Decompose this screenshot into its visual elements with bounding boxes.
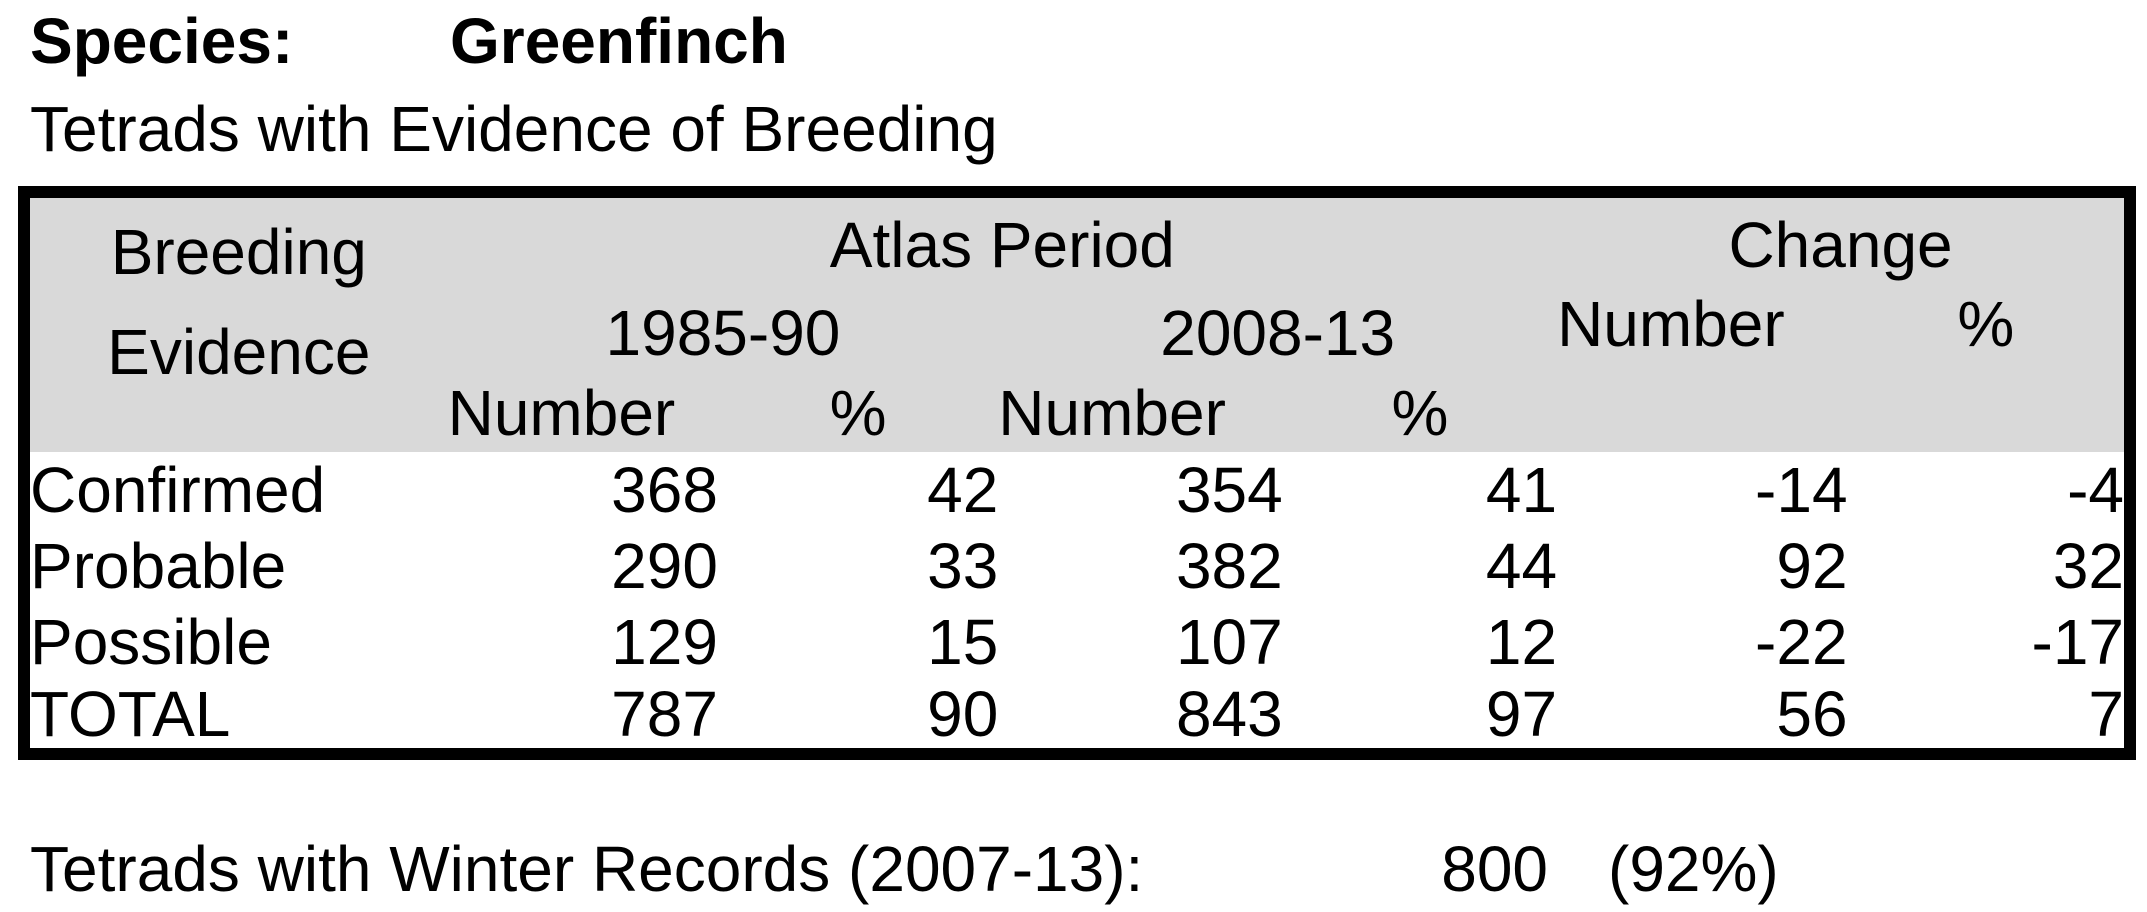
header-p2-number: Number xyxy=(998,374,1283,452)
row-label: Possible xyxy=(24,604,448,680)
cell-p1-number: 290 xyxy=(447,528,718,604)
winter-records-line: Tetrads with Winter Records (2007-13): 8… xyxy=(0,832,2147,912)
row-label: Probable xyxy=(24,528,448,604)
header-change-percent: % xyxy=(1847,292,2130,452)
header-change-number: Number xyxy=(1557,292,1848,452)
cell-chg-number: -22 xyxy=(1557,604,1848,680)
header-period-1985-90: 1985-90 xyxy=(447,292,999,374)
cell-p1-number: 129 xyxy=(447,604,718,680)
cell-p1-pct: 15 xyxy=(717,604,999,680)
header-p1-number: Number xyxy=(447,374,718,452)
header-period-2008-13: 2008-13 xyxy=(998,292,1558,374)
corner-line-2: Evidence xyxy=(107,316,371,388)
table-row-probable: Probable 290 33 382 44 92 32 xyxy=(24,528,2130,604)
row-label-total: TOTAL xyxy=(24,680,448,754)
cell-total-p1-pct: 90 xyxy=(717,680,999,754)
winter-records-label: Tetrads with Winter Records (2007-13): xyxy=(30,833,1144,905)
cell-chg-pct: -17 xyxy=(1847,604,2130,680)
cell-p1-pct: 42 xyxy=(717,452,999,528)
header-atlas-period: Atlas Period xyxy=(447,192,1558,292)
header-p2-percent: % xyxy=(1282,374,1558,452)
table-subtitle: Tetrads with Evidence of Breeding xyxy=(30,93,998,165)
winter-records-value: 800 xyxy=(1441,833,1548,905)
cell-p2-pct: 41 xyxy=(1282,452,1558,528)
species-value: Greenfinch xyxy=(450,5,788,77)
corner-line-1: Breeding xyxy=(110,216,367,288)
cell-p2-number: 107 xyxy=(998,604,1283,680)
cell-p2-pct: 12 xyxy=(1282,604,1558,680)
header-row-groups: Breeding Evidence Atlas Period Change xyxy=(24,192,2130,452)
cell-p1-pct: 33 xyxy=(717,528,999,604)
cell-chg-number: -14 xyxy=(1557,452,1848,528)
table-row-total: TOTAL 787 90 843 97 56 7 xyxy=(24,680,2130,754)
header-row-measures: Number % Number % xyxy=(24,374,2130,452)
breeding-evidence-table: Breeding Evidence Atlas Period Change 19… xyxy=(18,186,2136,760)
header-change: Change xyxy=(1557,192,2130,292)
cell-p1-number: 368 xyxy=(447,452,718,528)
table-row-confirmed: Confirmed 368 42 354 41 -14 -4 xyxy=(24,452,2130,528)
cell-p2-number: 354 xyxy=(998,452,1283,528)
cell-total-p2-pct: 97 xyxy=(1282,680,1558,754)
header-row-periods: 1985-90 2008-13 Number % xyxy=(24,292,2130,452)
cell-chg-pct: -4 xyxy=(1847,452,2130,528)
header-p1-percent: % xyxy=(717,374,999,452)
cell-chg-pct: 32 xyxy=(1847,528,2130,604)
table-row-possible: Possible 129 15 107 12 -22 -17 xyxy=(24,604,2130,680)
cell-total-p1-number: 787 xyxy=(447,680,718,754)
corner-header-breeding-evidence: Breeding Evidence xyxy=(24,192,448,452)
cell-p2-number: 382 xyxy=(998,528,1283,604)
cell-chg-number: 92 xyxy=(1557,528,1848,604)
cell-total-p2-number: 843 xyxy=(998,680,1283,754)
row-label: Confirmed xyxy=(24,452,448,528)
cell-total-chg-number: 56 xyxy=(1557,680,1848,754)
winter-records-percent: (92%) xyxy=(1608,833,1779,905)
species-line: Species: Greenfinch xyxy=(30,4,788,78)
species-label: Species: xyxy=(30,5,294,77)
cell-total-chg-pct: 7 xyxy=(1847,680,2130,754)
cell-p2-pct: 44 xyxy=(1282,528,1558,604)
